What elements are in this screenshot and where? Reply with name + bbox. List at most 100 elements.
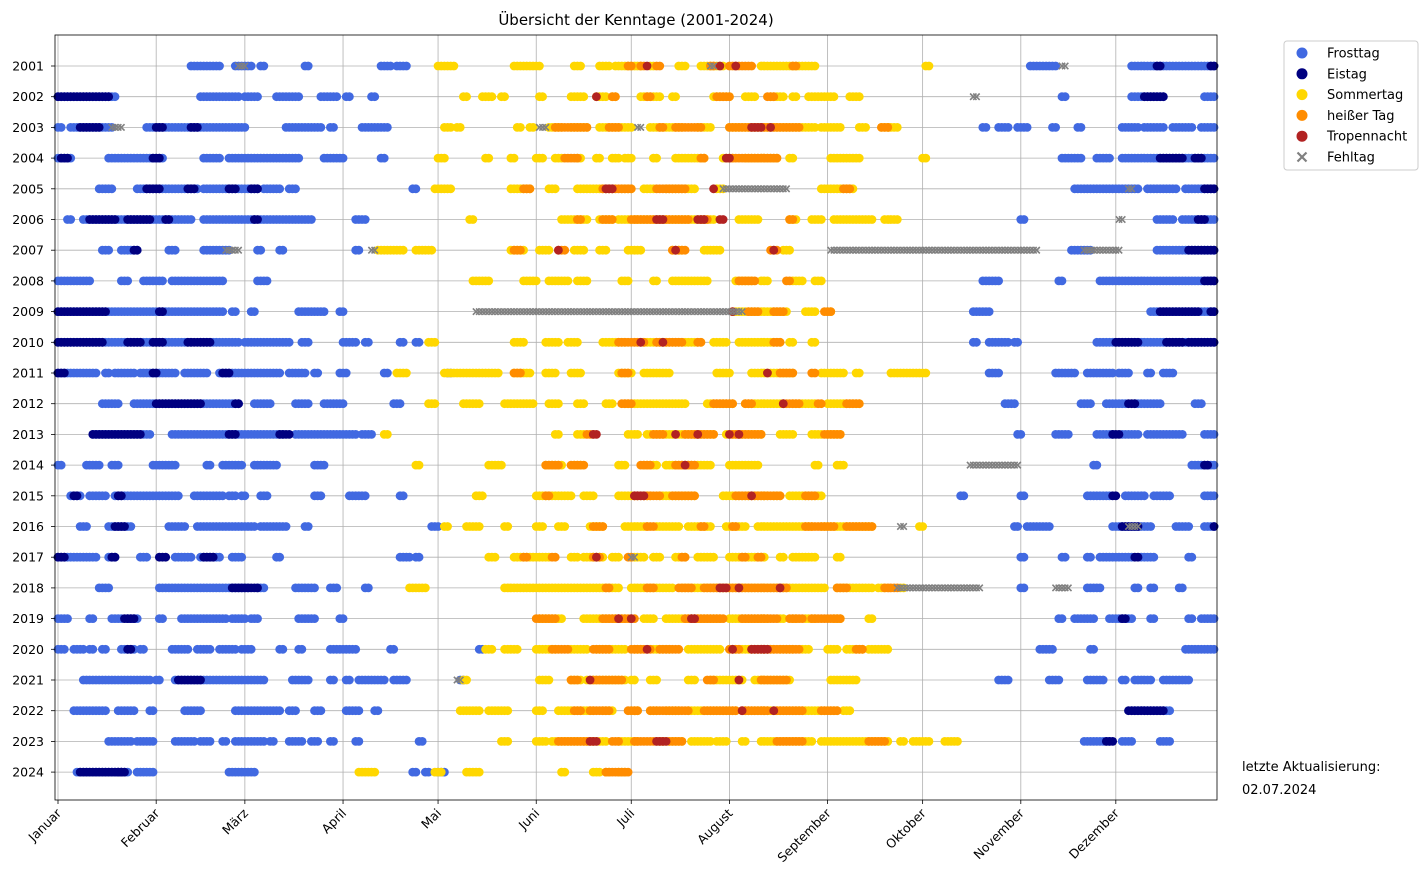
point-frosttag [154, 675, 164, 685]
point-frosttag [215, 552, 224, 562]
point-eistag [1114, 430, 1124, 439]
point-frosttag [218, 491, 228, 501]
point-sommertag [573, 337, 582, 347]
point-hei-er-tag [683, 215, 693, 224]
point-frosttag [1165, 737, 1175, 746]
point-sommertag [512, 644, 522, 654]
point-eistag [189, 184, 199, 194]
point-sommertag [845, 706, 855, 716]
data-marks [53, 61, 1219, 777]
point-sommertag [525, 368, 535, 378]
point-frosttag [1133, 583, 1143, 593]
point-sommertag [535, 61, 544, 71]
point-tropennacht [554, 245, 563, 255]
point-frosttag [246, 644, 256, 654]
point-sommertag [382, 430, 392, 439]
point-sommertag [763, 276, 772, 286]
point-sommertag [788, 153, 798, 163]
point-frosttag [262, 276, 272, 286]
point-sommertag [462, 92, 471, 102]
point-sommertag [474, 399, 484, 409]
point-frosttag [363, 583, 373, 593]
point-frosttag [994, 368, 1004, 378]
point-frosttag [1086, 552, 1095, 562]
point-sommertag [439, 153, 449, 163]
point-hei-er-tag [525, 184, 535, 194]
point-sommertag [496, 460, 506, 470]
point-sommertag [709, 215, 718, 224]
point-sommertag [579, 245, 589, 255]
point-sommertag [626, 123, 636, 132]
point-frosttag [1155, 399, 1165, 409]
point-sommertag [715, 644, 725, 654]
point-hei-er-tag [680, 245, 690, 255]
point-eistag [1158, 706, 1168, 716]
point-sommertag [690, 675, 699, 685]
point-hei-er-tag [747, 61, 756, 71]
point-eistag [1111, 491, 1121, 501]
point-tropennacht [747, 491, 756, 501]
point-frosttag [1019, 552, 1029, 562]
point-frosttag [265, 399, 275, 409]
point-eistag [110, 552, 120, 562]
point-sommertag [554, 399, 563, 409]
chart-title: Übersicht der Kenntage (2001-2024) [498, 10, 773, 29]
point-sommertag [582, 215, 592, 224]
point-frosttag [170, 368, 180, 378]
point-sommertag [560, 522, 570, 531]
point-frosttag [338, 153, 348, 163]
point-hei-er-tag [554, 460, 563, 470]
point-tropennacht [725, 430, 734, 439]
point-sommertag [810, 307, 820, 316]
point-eistag [230, 184, 240, 194]
point-sommertag [883, 644, 893, 654]
point-frosttag [373, 706, 383, 716]
point-hei-er-tag [867, 522, 877, 531]
point-frosttag [338, 399, 348, 409]
point-frosttag [1149, 552, 1159, 562]
point-frosttag [56, 123, 66, 132]
point-frosttag [275, 368, 285, 378]
point-frosttag [278, 644, 288, 654]
point-frosttag [1149, 614, 1159, 623]
point-eistag [224, 368, 234, 378]
point-tropennacht [642, 644, 652, 654]
point-frosttag [123, 276, 133, 286]
point-sommertag [778, 552, 788, 562]
point-frosttag [313, 737, 323, 746]
point-frosttag [186, 552, 196, 562]
point-sommertag [519, 337, 528, 347]
point-hei-er-tag [785, 276, 795, 286]
point-sommertag [490, 552, 500, 562]
point-frosttag [1127, 737, 1137, 746]
point-frosttag [1076, 153, 1086, 163]
point-hei-er-tag [788, 368, 798, 378]
point-hei-er-tag [845, 184, 855, 194]
point-frosttag [1105, 153, 1114, 163]
point-frosttag [332, 583, 342, 593]
point-frosttag [1016, 430, 1026, 439]
point-frosttag [221, 614, 231, 623]
point-frosttag [994, 276, 1004, 286]
point-frosttag [1086, 399, 1095, 409]
point-sommertag [538, 706, 547, 716]
point-frosttag [113, 399, 123, 409]
point-frosttag [218, 276, 228, 286]
point-frosttag [1003, 675, 1013, 685]
point-hei-er-tag [626, 184, 636, 194]
point-eistag [1133, 337, 1143, 347]
point-hei-er-tag [576, 215, 585, 224]
point-frosttag [363, 337, 373, 347]
point-frosttag [104, 245, 114, 255]
point-frosttag [218, 307, 228, 316]
point-hei-er-tag [649, 583, 658, 593]
point-frosttag [401, 675, 411, 685]
point-sommertag [899, 737, 909, 746]
point-frosttag [259, 675, 269, 685]
point-hei-er-tag [772, 614, 782, 623]
point-frosttag [1184, 675, 1194, 685]
point-frosttag [249, 522, 259, 531]
point-frosttag [1171, 184, 1181, 194]
point-frosttag [278, 245, 288, 255]
